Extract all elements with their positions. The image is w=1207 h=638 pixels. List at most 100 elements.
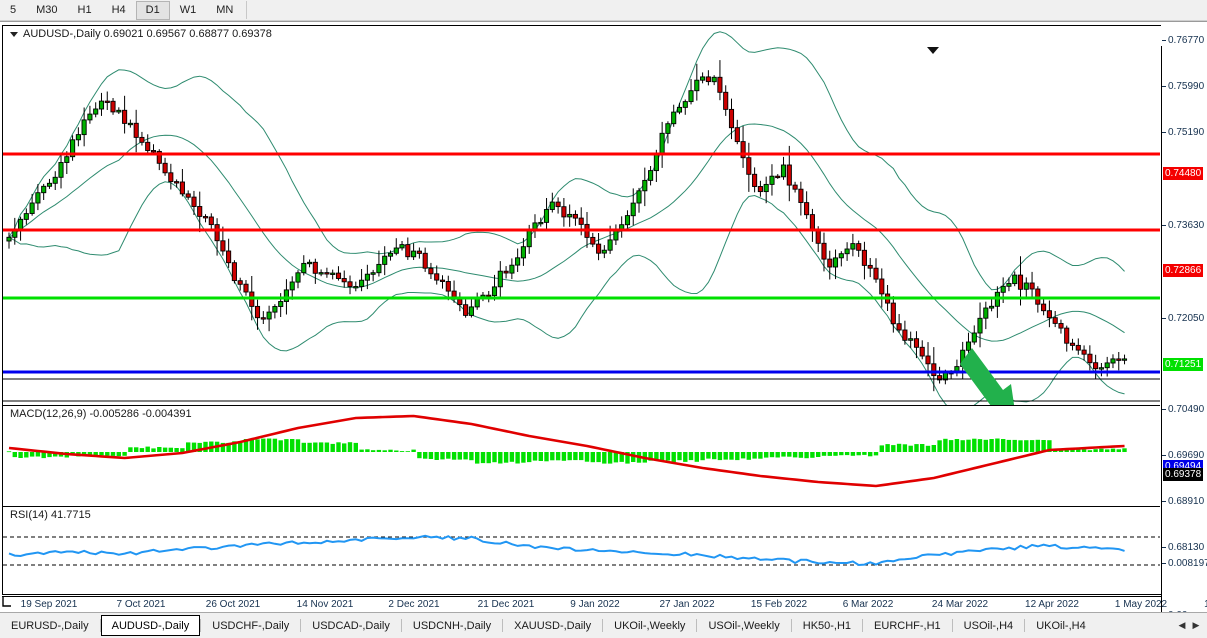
tick-value: 0.008197 — [1168, 558, 1207, 569]
date-axis-label: 9 Jan 2022 — [570, 599, 620, 610]
price-tick-label: 0.68130 — [1162, 541, 1207, 554]
price-tick-label: 0.70490 — [1162, 403, 1207, 416]
date-axis-label: 7 Oct 2021 — [116, 599, 166, 610]
tick-dash-icon — [1162, 409, 1166, 410]
rsi-panel[interactable]: RSI(14) 41.7715 — [3, 506, 1160, 594]
macd-panel[interactable]: MACD(12,26,9) -0.005286 -0.004391 — [3, 405, 1160, 506]
timeframe-h4[interactable]: H4 — [111, 4, 126, 16]
price-tick-label: 0.69690 — [1162, 449, 1207, 462]
timeframe-m5[interactable]: 5 — [10, 4, 17, 16]
chart-top-marker-icon — [927, 47, 939, 54]
tab-divider — [790, 619, 792, 632]
date-axis[interactable]: 19 Sep 2021 7 Oct 2021 26 Oct 2021 14 Nov 2… — [2, 596, 1207, 613]
date-axis-label: 1 May 2022 — [1114, 599, 1168, 610]
chart-plot-area[interactable]: AUDUSD-,Daily 0.69021 0.69567 0.68877 0.… — [2, 25, 1161, 595]
price-tick-label: 0.73630 — [1162, 219, 1207, 232]
date-axis-label: 21 Dec 2021 — [477, 599, 535, 610]
chart-tab-ukoil-h4[interactable]: UKOil-,H4 — [1036, 619, 1086, 632]
date-axis-label: 6 Mar 2022 — [842, 599, 894, 610]
price-tick-label: 0.75990 — [1162, 80, 1207, 93]
chart-tab-eurchf-h1[interactable]: EURCHF-,H1 — [874, 619, 941, 632]
chart-tab-usdchf-daily[interactable]: USDCHF-,Daily — [212, 619, 290, 632]
price-tag-red: 0.72866 — [1163, 264, 1204, 277]
toolbar-separator — [246, 1, 248, 19]
chart-tabs-bar[interactable]: EURUSD-,Daily AUDUSD-,Daily USDCHF-,Daily U… — [0, 612, 1207, 638]
price-panel-label: AUDUSD-,Daily 0.69021 0.69567 0.68877 0.… — [8, 28, 274, 40]
tick-value: 0.68130 — [1168, 542, 1205, 553]
tick-value: 0.72050 — [1168, 313, 1205, 324]
price-panel[interactable]: AUDUSD-,Daily 0.69021 0.69567 0.68877 0.… — [3, 26, 1160, 405]
chart-tab-eurusd-daily[interactable]: EURUSD-,Daily — [11, 619, 89, 632]
price-tick-label: 0.68910 — [1162, 495, 1207, 508]
tick-dash-icon — [1162, 40, 1166, 41]
chart-tab-usdcnh-daily[interactable]: USDCNH-,Daily — [412, 619, 492, 632]
chevron-down-icon[interactable] — [10, 31, 18, 37]
tick-value: 0.70490 — [1168, 404, 1205, 415]
tab-scroll-left-icon[interactable]: ◀ — [1178, 620, 1186, 630]
tab-divider — [200, 619, 202, 632]
date-axis-label: 2 Dec 2021 — [388, 599, 440, 610]
timeframe-mn[interactable]: MN — [216, 4, 234, 16]
date-axis-label: 15 Feb 2022 — [750, 599, 808, 610]
chart-tab-usoil-weekly[interactable]: USOil-,Weekly — [708, 619, 780, 632]
timeframe-w1[interactable]: W1 — [179, 4, 197, 16]
chart-window[interactable]: AUDUSD-,Daily 0.69021 0.69567 0.68877 0.… — [0, 21, 1207, 621]
tab-divider — [951, 619, 953, 632]
timeframe-h1[interactable]: H1 — [77, 4, 92, 16]
date-axis-label: 27 Jan 2022 — [659, 599, 715, 610]
date-axis-label: 12 Apr 2022 — [1025, 599, 1079, 610]
tab-divider — [696, 619, 698, 632]
price-tick-label: 0.72050 — [1162, 312, 1207, 325]
date-axis-label: 14 Nov 2021 — [296, 599, 354, 610]
tick-value: 0.75990 — [1168, 81, 1205, 92]
tick-value: 0.76770 — [1168, 35, 1205, 46]
chart-tab-hk50-h1[interactable]: HK50-,H1 — [802, 619, 852, 632]
chart-tab-xauusd-daily[interactable]: XAUUSD-,Daily — [514, 619, 592, 632]
tick-dash-icon — [1162, 455, 1166, 456]
tick-dash-icon — [1162, 563, 1166, 564]
tick-value: 0.75190 — [1168, 127, 1205, 138]
price-chart-svg — [3, 31, 1160, 405]
date-axis-label: 19 Sep 2021 — [20, 599, 78, 610]
symbol-ohlc-text: AUDUSD-,Daily 0.69021 0.69567 0.68877 0.… — [23, 28, 272, 40]
chart-tab-usdcad-daily[interactable]: USDCAD-,Daily — [312, 619, 390, 632]
price-tick-label: 0.008197 — [1162, 557, 1207, 570]
chart-tab-ukoil-weekly[interactable]: UKOil-,Weekly — [614, 619, 686, 632]
tab-divider — [502, 619, 504, 632]
tick-dash-icon — [1162, 318, 1166, 319]
crosshair-corner-icon — [2, 596, 11, 607]
date-axis-label: 26 Oct 2021 — [205, 599, 261, 610]
tab-scroll-controls: ◀ ▶ — [1175, 613, 1207, 638]
price-tag-black: 0.69378 — [1163, 468, 1204, 481]
timeframe-m30[interactable]: M30 — [36, 4, 58, 16]
date-axis-label: 24 Mar 2022 — [931, 599, 989, 610]
tab-divider — [862, 619, 864, 632]
tab-divider — [602, 619, 604, 632]
tab-scroll-right-icon[interactable]: ▶ — [1192, 620, 1200, 630]
tick-dash-icon — [1162, 86, 1166, 87]
tab-divider — [400, 619, 402, 632]
macd-chart-svg — [6, 414, 1127, 488]
tick-value: 0.68910 — [1168, 496, 1205, 507]
tick-dash-icon — [1162, 501, 1166, 502]
tick-value: 0.69690 — [1168, 450, 1205, 461]
price-tag-green: 0.71251 — [1163, 358, 1204, 371]
tick-dash-icon — [1162, 547, 1166, 548]
timeframe-d1[interactable]: D1 — [135, 0, 170, 20]
price-scale-axis[interactable]: 0.76770 0.75990 0.75190 0.74480 0.73630 0.728… — [1161, 35, 1207, 621]
trend-arrow-icon — [960, 348, 1015, 405]
tab-divider — [1024, 619, 1026, 632]
price-tick-label: 0.75190 — [1162, 126, 1207, 139]
macd-panel-label: MACD(12,26,9) -0.005286 -0.004391 — [8, 408, 194, 420]
date-axis-label: 19 May 2022 — [1204, 599, 1207, 610]
chart-tab-usoil-h4[interactable]: USOil-,H4 — [963, 619, 1014, 632]
tab-divider — [300, 619, 302, 632]
tick-value: 0.73630 — [1168, 220, 1205, 231]
timeframe-toolbar: 5 M30 H1 H4 D1 W1 MN — [0, 0, 1207, 21]
rsi-chart-svg — [3, 534, 1160, 567]
tick-dash-icon — [1162, 225, 1166, 226]
price-tag-red: 0.74480 — [1163, 167, 1204, 180]
chart-tab-audusd-daily[interactable]: AUDUSD-,Daily — [100, 615, 201, 636]
price-tick-label: 0.76770 — [1162, 34, 1207, 47]
